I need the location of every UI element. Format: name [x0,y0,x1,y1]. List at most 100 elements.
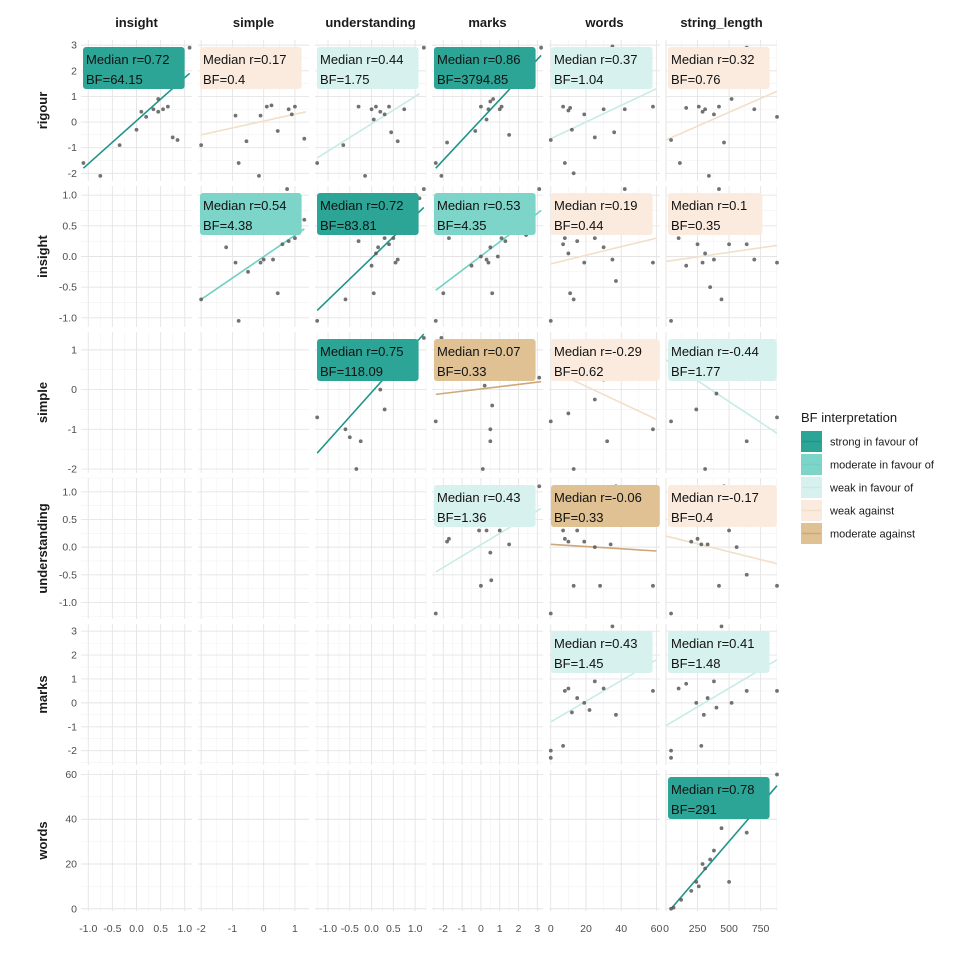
bayes-factor-label: BF=0.62 [554,364,604,379]
data-point [358,439,363,444]
data-point [489,578,494,583]
data-point [669,138,673,142]
data-point [610,624,615,629]
data-point [447,536,451,541]
annotation-box [434,339,536,381]
scatter-rigour-understanding: Median r=0.44 BF=1.75 [315,45,426,178]
data-point [402,107,407,112]
x-tick-label: -1.0 [79,923,97,935]
data-point [712,679,716,684]
data-point [389,130,394,135]
column-label-marks: marks [468,15,506,30]
data-point [592,679,597,684]
data-point [395,139,400,144]
data-point [264,104,269,109]
data-point [669,318,673,323]
bayes-factor-label: BF=1.04 [554,72,604,87]
median-r-label: Median r=-0.06 [554,490,642,505]
data-point [315,318,320,323]
data-point [433,419,438,424]
x-tick-label: 20 [580,923,592,935]
panel-understanding-insight [81,477,192,619]
median-r-label: Median r=0.78 [671,782,754,797]
y-tick-label: -1 [68,721,77,733]
panels-layer: Median r=0.72 BF=64.15 Median r=0.17 BF=0.4… [81,40,779,911]
data-point [486,260,491,265]
data-point [568,106,573,110]
data-point [175,138,180,142]
data-point [236,161,241,165]
data-point [269,103,274,108]
data-point [689,888,694,893]
data-point [744,242,749,247]
y-tick-label: -2 [68,168,77,180]
data-point [382,407,387,412]
panel-understanding-understanding [315,477,427,619]
data-point [775,583,779,588]
data-point [156,109,161,114]
data-point [669,748,673,753]
y-tick-label: -1.0 [59,597,77,609]
y-tick-label: 2 [71,650,77,662]
y-tick-label: -1 [68,142,77,154]
data-point [705,542,710,547]
regression-line [435,380,542,396]
median-r-label: Median r=0.32 [671,52,754,67]
regression-line [550,237,657,265]
data-point [447,236,451,241]
data-point [561,743,565,748]
median-r-label: Median r=0.37 [554,52,637,67]
data-point [539,45,544,50]
data-point [363,173,367,178]
data-point [744,439,749,444]
annotation-box [551,193,653,235]
data-point [479,254,483,259]
data-point [712,257,716,262]
x-tick-label: 250 [689,923,707,935]
panel-simple-marks [432,332,543,473]
annotation-box [434,485,536,527]
data-point [571,583,576,588]
regression-line [316,93,420,159]
data-point [382,112,387,117]
row-label-marks: marks [35,675,50,713]
data-point [651,260,655,265]
data-point [480,467,485,471]
data-point [689,539,694,544]
regression-line [665,535,778,565]
data-point [566,251,571,256]
data-point [488,439,493,444]
bayes-factor-label: BF=83.81 [320,218,377,233]
data-point [703,251,708,256]
data-point [495,254,500,259]
panel-marks-simple [198,624,309,765]
data-point [499,104,504,109]
annotation-box [200,193,302,235]
data-point [651,427,655,432]
panel-simple-simple [198,332,309,473]
scatter-understanding-marks: Median r=0.43 BF=1.36 [433,484,542,616]
x-tick-label: 750 [752,923,770,935]
data-point [700,260,705,265]
y-tick-label: 0 [71,384,77,396]
scatter-understanding-string-length: Median r=-0.17 BF=0.4 [665,484,779,616]
data-point [695,242,700,247]
x-tick-label: 0 [548,923,554,935]
x-tick-label: 1 [497,923,503,935]
legend-item-weak-against: weak against [801,500,894,521]
data-point [684,681,689,686]
data-point [592,545,597,550]
data-point [582,700,587,705]
data-point [705,696,710,700]
data-point [719,826,724,831]
legend-title: BF interpretation [801,410,897,425]
x-tick-label: -1 [457,923,466,935]
data-point [151,107,156,112]
annotation-box [551,485,660,527]
data-point [695,536,700,541]
data-point [488,550,493,555]
data-point [134,127,139,132]
annotation-box [551,339,660,381]
x-tick-label: 1.0 [408,923,423,935]
data-point [582,539,587,544]
